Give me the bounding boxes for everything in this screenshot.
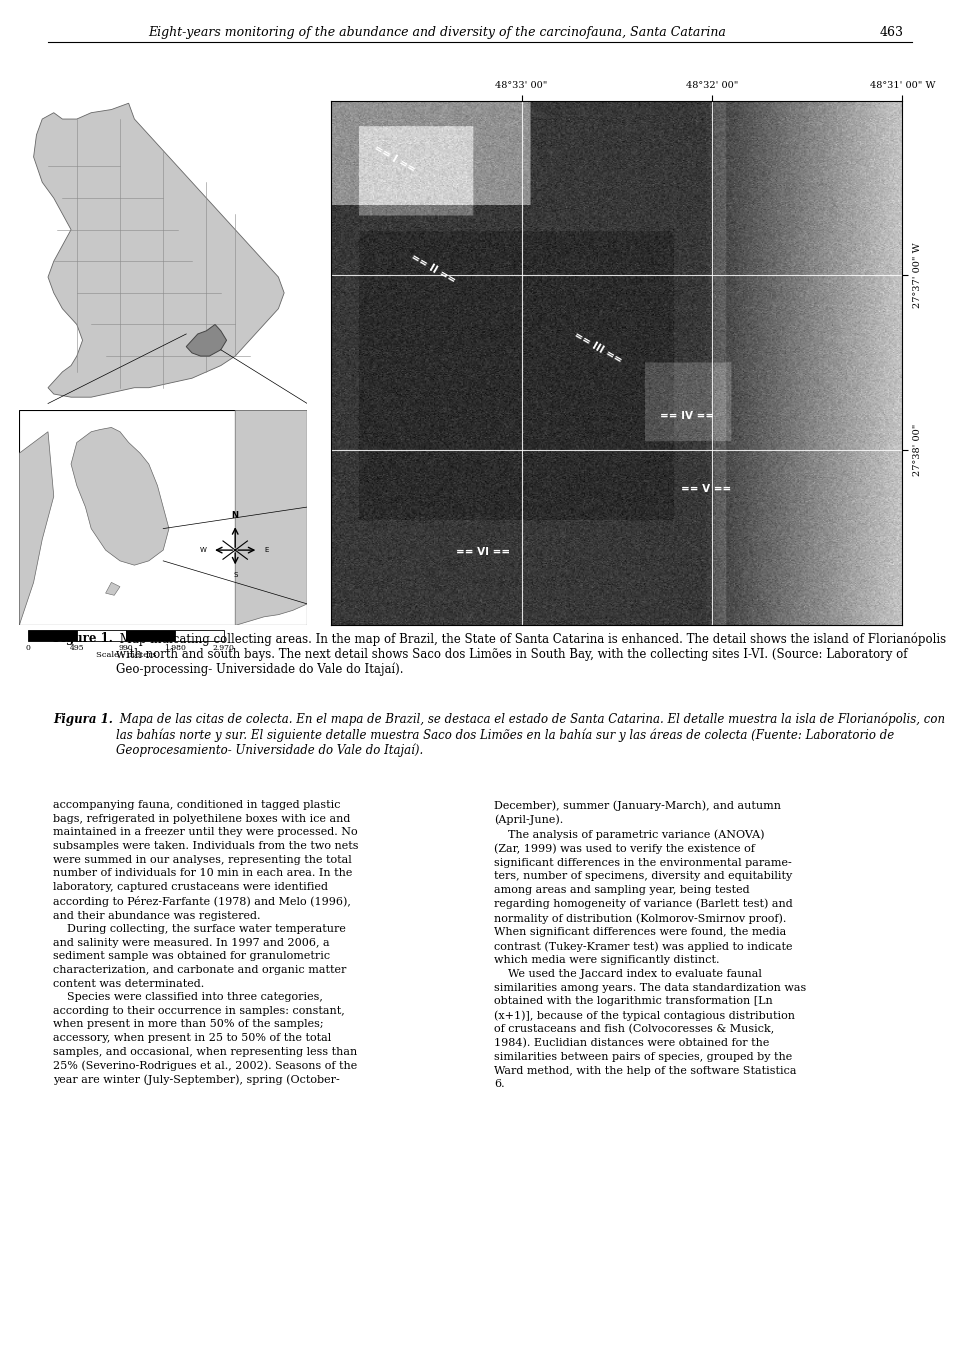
Polygon shape [235, 410, 307, 625]
Text: Mapa de las citas de colecta. En el mapa de Brazil, se destaca el estado de Sant: Mapa de las citas de colecta. En el mapa… [116, 713, 945, 757]
Text: 990: 990 [118, 644, 133, 652]
Text: == VI ==: == VI == [456, 547, 511, 557]
Text: Figure 1.: Figure 1. [53, 632, 112, 646]
Text: 495: 495 [69, 644, 84, 652]
Text: N: N [231, 511, 239, 521]
Text: == I ==: == I == [372, 143, 418, 175]
Polygon shape [19, 432, 54, 625]
Polygon shape [34, 104, 284, 397]
Text: S: S [233, 572, 237, 577]
Polygon shape [77, 631, 126, 640]
Polygon shape [186, 324, 227, 356]
Text: == II ==: == II == [409, 252, 457, 285]
Text: 1.980: 1.980 [164, 644, 185, 652]
Text: accompanying fauna, conditioned in tagged plastic
bags, refrigerated in polyethi: accompanying fauna, conditioned in tagge… [53, 800, 358, 1085]
Polygon shape [71, 428, 169, 565]
Text: 0: 0 [25, 644, 31, 652]
Text: Eight-years monitoring of the abundance and diversity of the carcinofauna, Santa: Eight-years monitoring of the abundance … [148, 27, 726, 39]
Text: 2.970: 2.970 [213, 644, 234, 652]
Polygon shape [175, 631, 224, 640]
Text: == III ==: == III == [572, 330, 624, 366]
Text: Scale - meters: Scale - meters [96, 651, 156, 659]
Text: December), summer (January-March), and autumn
(April-June).
    The analysis of : December), summer (January-March), and a… [494, 800, 806, 1089]
Text: Map indicating collecting areas. In the map of Brazil, the State of Santa Catari: Map indicating collecting areas. In the … [116, 632, 946, 677]
Text: Figura 1.: Figura 1. [53, 713, 112, 725]
Text: == V ==: == V == [681, 484, 731, 494]
Polygon shape [106, 582, 120, 596]
Text: 463: 463 [879, 27, 903, 39]
Text: E: E [264, 547, 269, 553]
Text: W: W [200, 547, 206, 553]
Polygon shape [126, 631, 175, 640]
Text: == IV ==: == IV == [660, 410, 713, 421]
Polygon shape [28, 631, 77, 640]
